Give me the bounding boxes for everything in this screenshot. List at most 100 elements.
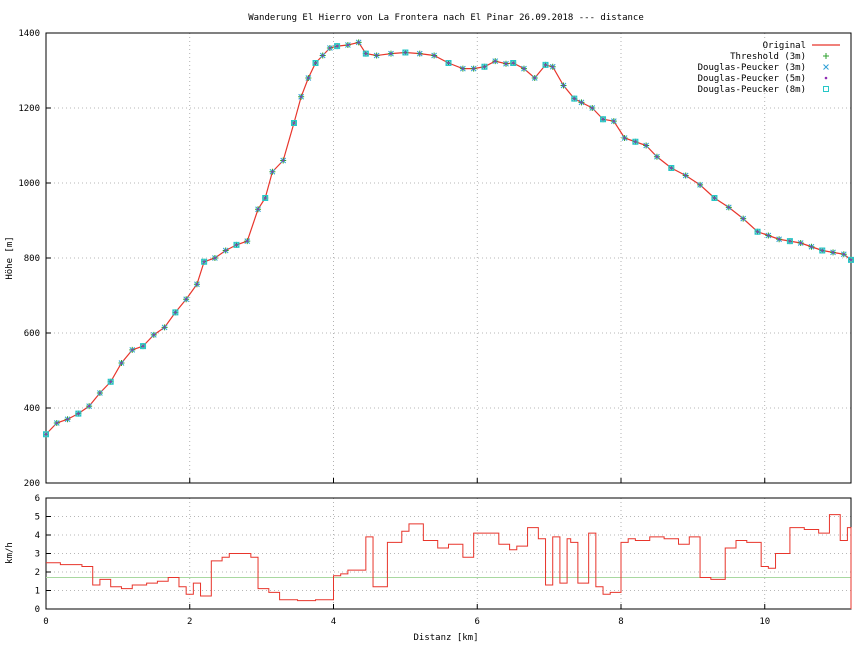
douglas-peucker-5m-point: [246, 240, 249, 243]
douglas-peucker-5m-point: [842, 253, 845, 256]
douglas-peucker-5m-point: [573, 97, 576, 100]
douglas-peucker-5m-point: [321, 54, 324, 57]
douglas-peucker-5m-point: [778, 238, 781, 241]
douglas-peucker-5m-point: [713, 197, 716, 199]
douglas-peucker-5m-point: [195, 283, 198, 286]
douglas-peucker-8m-point: [43, 431, 49, 438]
douglas-peucker-5m-point: [505, 62, 507, 65]
douglas-peucker-5m-point: [45, 433, 47, 436]
douglas-peucker-5m-point: [461, 67, 464, 70]
y-tick-label: 4: [35, 531, 40, 541]
douglas-peucker-8m-point: [334, 43, 341, 50]
douglas-peucker-5m-point: [307, 77, 310, 79]
douglas-peucker-5m-point: [544, 63, 547, 66]
speed-series: [46, 514, 852, 609]
legend-key-threshold-3m: [823, 53, 829, 59]
y-tick-label: 1200: [18, 104, 40, 114]
x-tick-label: 6: [475, 617, 480, 627]
x-axis-label: Distanz [km]: [413, 633, 478, 643]
legend-key-douglas-peucker-5m: [824, 76, 828, 80]
douglas-peucker-5m-point: [418, 52, 421, 55]
douglas-peucker-5m-point: [522, 67, 525, 70]
speed-ticks: 0 2 4 6 8 10 0 1 2 3 4 5 6: [35, 494, 771, 627]
douglas-peucker-8m-point: [542, 61, 549, 68]
y-tick-label: 400: [24, 404, 40, 414]
douglas-peucker-5m-point: [357, 41, 360, 44]
x-tick-label: 8: [618, 617, 623, 627]
douglas-peucker-5m-point: [271, 170, 274, 173]
douglas-peucker-5m-point: [634, 140, 637, 143]
douglas-peucker-8m-point: [571, 95, 578, 102]
douglas-peucker-5m-point: [142, 345, 145, 348]
douglas-peucker-5m-point: [591, 107, 594, 109]
douglas-peucker-8m-point: [445, 60, 452, 66]
douglas-peucker-5m-point: [623, 137, 626, 139]
douglas-peucker-5m-point: [699, 183, 702, 186]
douglas-peucker-5m-point: [120, 362, 123, 364]
douglas-peucker-8m-point: [172, 309, 179, 316]
douglas-peucker-5m-point: [494, 60, 497, 63]
y-tick-label: 1400: [18, 29, 40, 39]
douglas-peucker-5m-point: [533, 77, 536, 79]
legend-label: Douglas-Peucker (8m): [698, 85, 806, 95]
y-tick-label: 3: [35, 550, 40, 560]
douglas-peucker-5m-point: [788, 240, 791, 243]
y-tick-label: 0: [35, 605, 40, 615]
douglas-peucker-5m-point: [472, 67, 475, 70]
douglas-peucker-5m-point: [224, 249, 227, 252]
douglas-peucker-5m-point: [88, 405, 91, 408]
legend-label: Original: [763, 41, 806, 51]
speed-step-line: [46, 514, 852, 609]
douglas-peucker-5m-point: [742, 217, 745, 220]
y-tick-label: 1: [35, 587, 40, 597]
x-tick-label: 0: [43, 617, 48, 627]
x-tick-label: 4: [331, 617, 336, 627]
douglas-peucker-8m-point: [600, 116, 607, 123]
elevation-ticks: 200 400 600 800 1000 1200 1400: [18, 29, 766, 489]
douglas-peucker-5m-point: [163, 326, 166, 329]
douglas-peucker-8m-point: [201, 258, 208, 265]
douglas-peucker-5m-point: [98, 392, 101, 394]
douglas-peucker-5m-point: [300, 95, 303, 98]
legend-label: Douglas-Peucker (5m): [698, 74, 806, 84]
douglas-peucker-5m-point: [602, 118, 605, 121]
douglas-peucker-5m-point: [235, 243, 238, 246]
douglas-peucker-5m-point: [292, 122, 295, 124]
douglas-peucker-8m-point: [362, 50, 369, 57]
douglas-peucker-5m-point: [55, 422, 58, 424]
douglas-peucker-8m-point: [632, 138, 639, 145]
legend-key-douglas-peucker-8m: [823, 86, 829, 92]
douglas-peucker-5m-point: [727, 206, 730, 209]
douglas-peucker-5m-point: [551, 65, 554, 68]
douglas-peucker-5m-point: [821, 249, 824, 252]
douglas-peucker-8m-point: [510, 60, 517, 66]
elevation-series: [43, 39, 854, 438]
douglas-peucker-5m-point: [375, 54, 378, 57]
legend-label: Douglas-Peucker (3m): [698, 63, 806, 73]
douglas-peucker-5m-point: [850, 258, 852, 261]
y-tick-label: 1000: [18, 179, 40, 189]
elevation-grid: [45, 32, 851, 484]
douglas-peucker-8m-point: [481, 63, 488, 70]
douglas-peucker-8m-point: [107, 378, 114, 385]
douglas-peucker-5m-point: [336, 45, 339, 48]
y-tick-label: 600: [24, 329, 40, 339]
douglas-peucker-5m-point: [670, 167, 673, 169]
douglas-peucker-5m-point: [404, 51, 407, 54]
douglas-peucker-5m-point: [810, 245, 813, 248]
elevation-y-label: Höhe [m]: [5, 236, 15, 279]
speed-plot: 0 2 4 6 8 10 0 1 2 3 4 5 6 km/h Distanz [km]: [5, 494, 852, 643]
douglas-peucker-5m-point: [264, 197, 267, 199]
douglas-peucker-5m-point: [483, 65, 486, 68]
douglas-peucker-8m-point: [668, 165, 675, 171]
douglas-peucker-5m-point: [185, 298, 188, 301]
douglas-peucker-5m-point: [203, 260, 206, 263]
douglas-peucker-8m-point: [140, 343, 147, 350]
original-line: [45, 41, 852, 435]
douglas-peucker-5m-point: [314, 62, 317, 64]
douglas-peucker-8m-point: [233, 241, 240, 248]
douglas-peucker-8m-point: [312, 60, 319, 66]
x-tick-label: 2: [187, 617, 192, 627]
douglas-peucker-5m-point: [131, 348, 134, 351]
